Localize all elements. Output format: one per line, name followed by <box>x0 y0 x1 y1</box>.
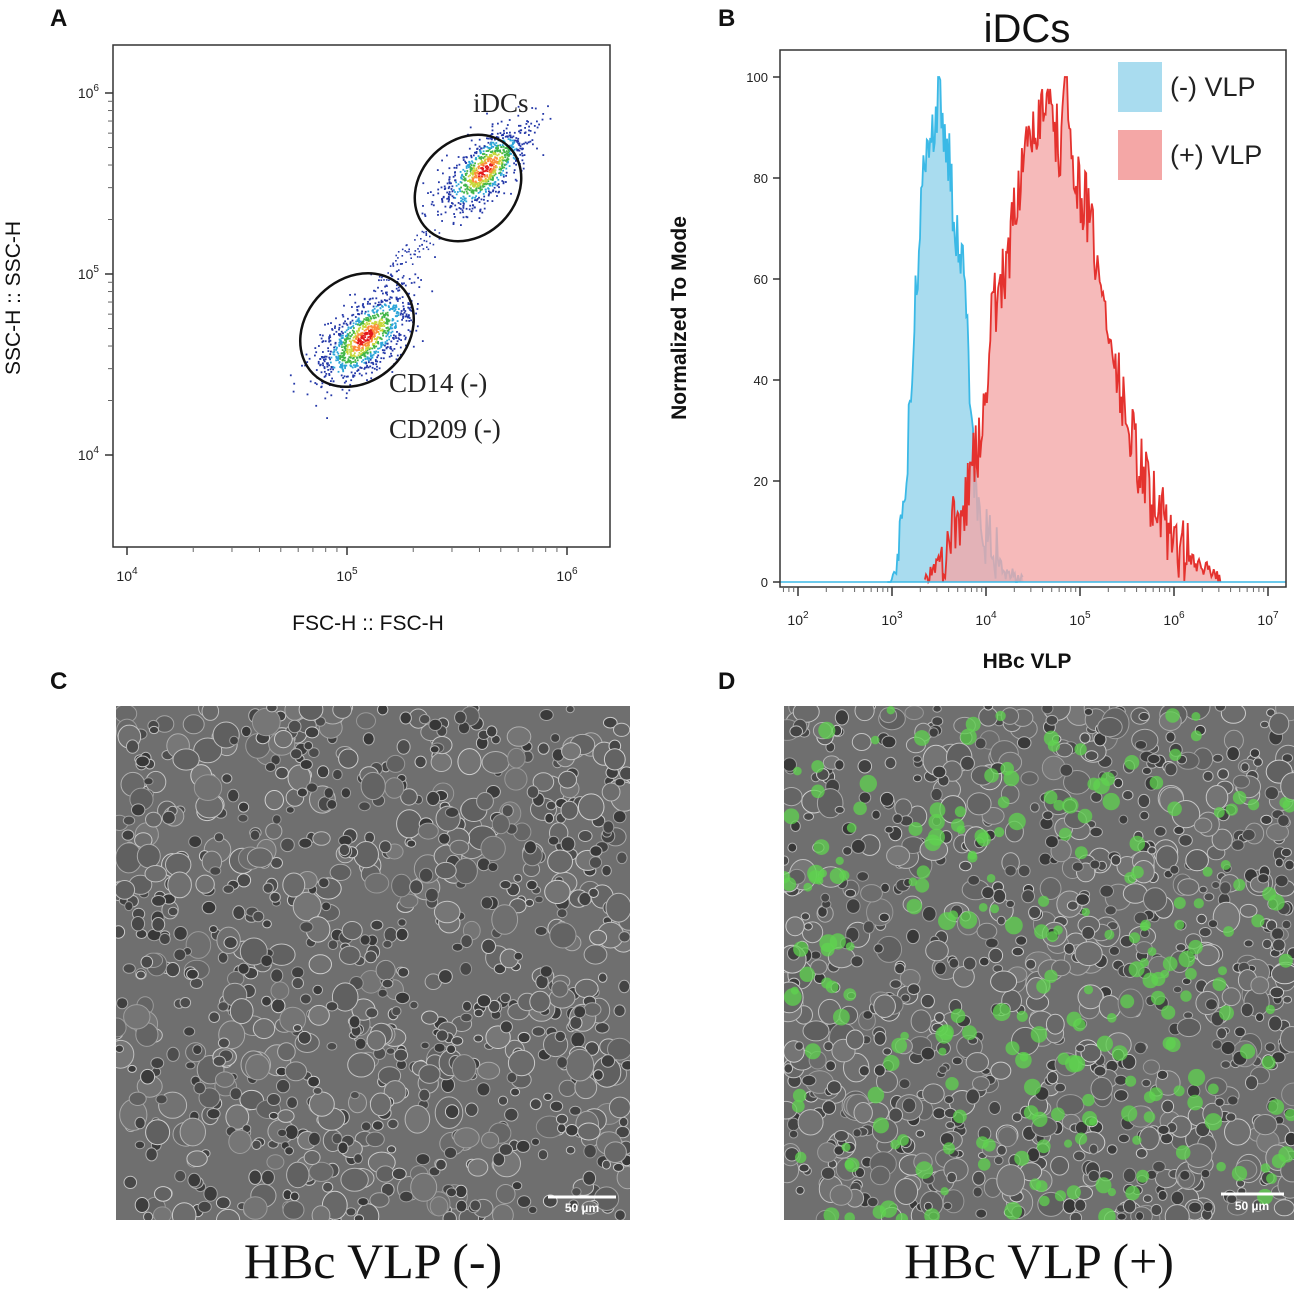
legend-swatch-pos-vlp <box>1118 130 1162 180</box>
y-axis-ticks-b: 0 20 40 60 80 100 <box>746 70 780 590</box>
x-tick-label-b: 104 <box>975 610 997 628</box>
caption-c: HBc VLP (-) <box>243 1233 503 1289</box>
panel-letter-b: B <box>718 5 736 32</box>
y-axis-label-b: Normalized To Mode <box>668 216 691 420</box>
x-tick-label-b: 106 <box>1163 610 1185 628</box>
x-tick-label-b: 103 <box>881 610 903 628</box>
micrograph-c: 50 µm <box>116 706 630 1220</box>
histogram-chart-b: iDCs 102 103 104 105 106 107 0 20 40 60 80 100 (-)… <box>668 7 1287 673</box>
series-line-pos-vlp <box>924 76 1222 585</box>
y-tick-label-b: 20 <box>754 474 768 489</box>
gate-label-idcs: iDCs <box>473 88 529 118</box>
x-axis-label-a: FSC-H :: FSC-H <box>292 612 444 635</box>
caption-d: HBc VLP (+) <box>904 1233 1174 1289</box>
y-tick-label-b: 40 <box>754 373 768 388</box>
y-tick-label-b: 0 <box>761 575 768 590</box>
scale-bar-label-d: 50 µm <box>1235 1199 1269 1213</box>
x-axis-label-b: HBc VLP <box>983 650 1072 673</box>
micrograph-c-texture: 50 µm <box>116 706 630 1220</box>
gate-cd14-cd209 <box>298 271 416 389</box>
x-tick-label-b: 107 <box>1257 610 1279 628</box>
micrograph-d-texture: 50 µm <box>784 706 1294 1220</box>
y-tick-label-b: 80 <box>754 171 768 186</box>
x-axis-ticks-b: 102 103 104 105 106 107 <box>782 587 1279 628</box>
plot-area-b <box>779 49 1287 588</box>
gate-label-cd14: CD14 (-) <box>389 368 487 398</box>
panel-letter-a: A <box>50 5 68 32</box>
gate-idcs <box>413 133 523 243</box>
scale-bar-label-c: 50 µm <box>565 1201 599 1215</box>
micrograph-d: 50 µm <box>784 706 1294 1220</box>
x-tick-label-b: 105 <box>1069 610 1091 628</box>
histogram-series <box>780 76 1286 585</box>
x-tick-label-b: 102 <box>787 610 809 628</box>
legend-label-pos-vlp: (+) VLP <box>1170 140 1262 170</box>
legend-label-neg-vlp: (-) VLP <box>1170 72 1256 102</box>
gate-label-cd209: CD209 (-) <box>389 414 501 444</box>
legend-swatch-neg-vlp <box>1118 62 1162 112</box>
y-tick-label-b: 60 <box>754 272 768 287</box>
chart-title-b: iDCs <box>984 7 1071 51</box>
scatter-chart-a: iDCs CD14 (-) CD209 (-) 104 105 106 104105… <box>2 44 611 635</box>
y-axis-label-a: SSC-H :: SSC-H <box>2 221 25 375</box>
legend-b: (-) VLP (+) VLP <box>1118 62 1262 180</box>
y-tick-label-b: 100 <box>746 70 768 85</box>
plot-area-a <box>112 44 611 548</box>
panel-letter-d: D <box>718 668 736 695</box>
series-area-pos-vlp <box>924 77 1221 582</box>
panel-letter-c: C <box>50 668 68 695</box>
